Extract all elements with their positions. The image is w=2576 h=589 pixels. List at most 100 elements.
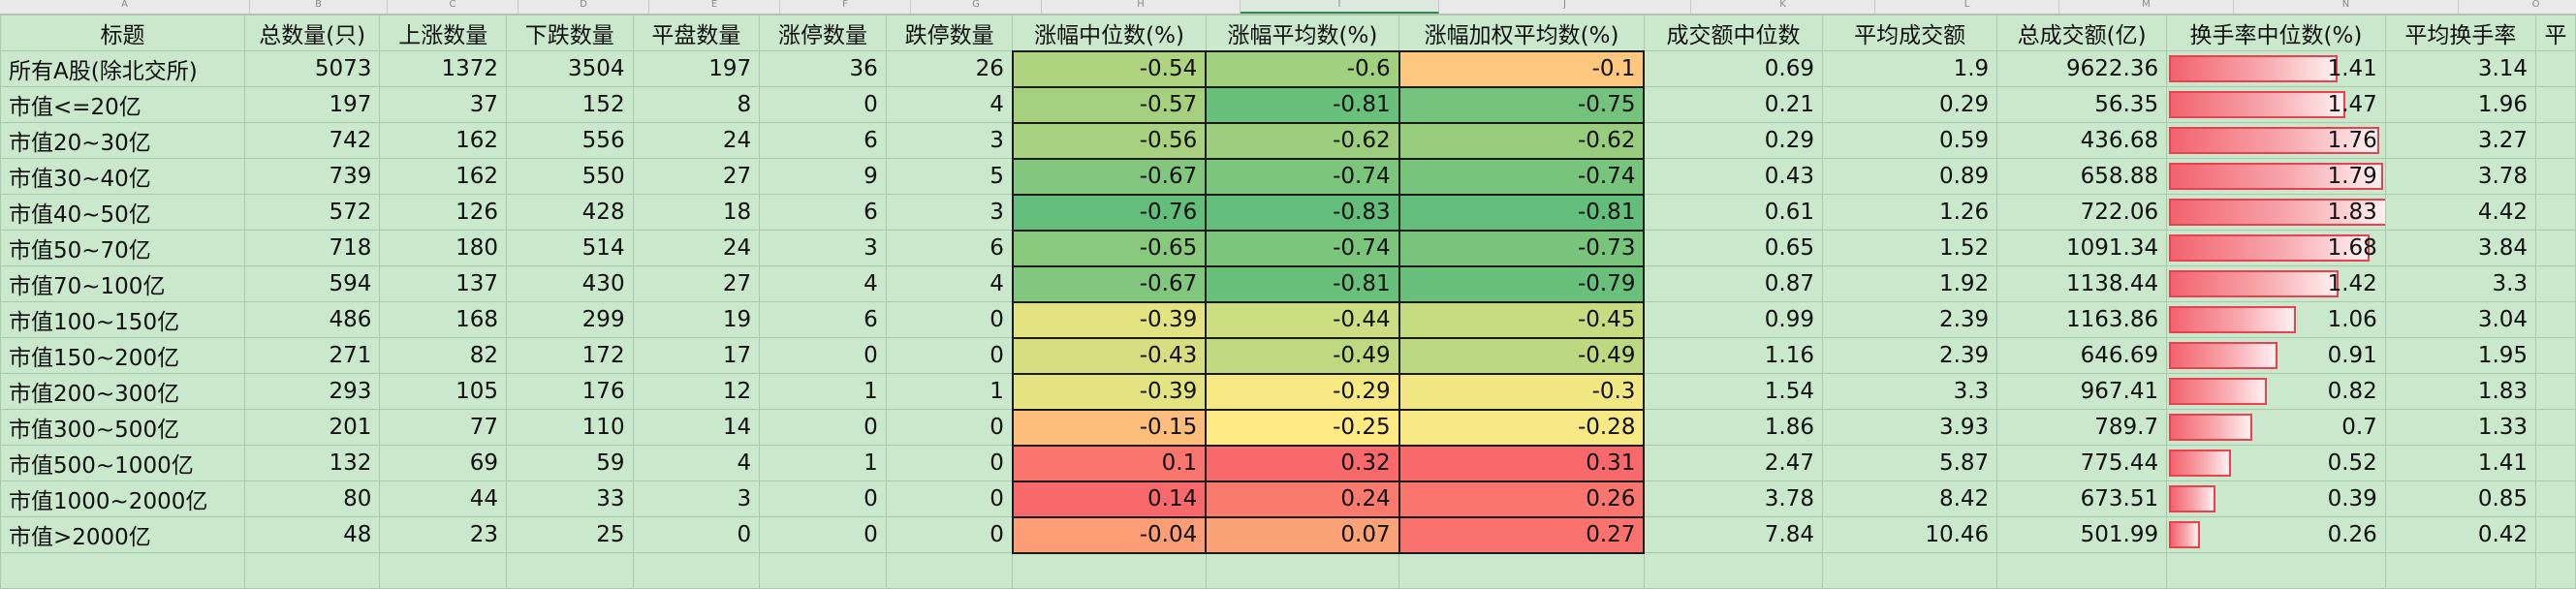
cell-limit-up-count[interactable]: 36: [759, 50, 887, 87]
header-amount-total[interactable]: 总成交额(亿): [1996, 15, 2168, 51]
column-letter-a[interactable]: A: [0, 0, 250, 14]
cell-down-count[interactable]: 556: [505, 122, 634, 159]
cell-turnover-mean[interactable]: 4.42: [2384, 194, 2537, 231]
cell-limit-down-count[interactable]: 3: [885, 194, 1014, 231]
column-letter-m[interactable]: M: [2059, 0, 2234, 14]
header-change-mean[interactable]: 涨幅平均数(%): [1205, 15, 1400, 51]
cell-change-weighted-mean[interactable]: -0.74: [1398, 157, 1646, 196]
cell-down-count[interactable]: 3504: [505, 50, 634, 87]
cell-change-median[interactable]: -0.56: [1011, 121, 1208, 160]
header-turnover-median[interactable]: 换手率中位数(%): [2166, 15, 2386, 51]
cell-up-count[interactable]: 105: [379, 373, 507, 410]
cell-limit-down-count[interactable]: 5: [885, 158, 1014, 195]
cell-limit-up-count[interactable]: 0: [759, 86, 887, 123]
cell-empty[interactable]: [2535, 445, 2576, 481]
cell-down-count[interactable]: 59: [505, 445, 634, 481]
header-limit-down-count[interactable]: 跌停数量: [885, 15, 1014, 51]
cell-amount-total[interactable]: 1138.44: [1996, 265, 2168, 302]
cell-change-median[interactable]: -0.54: [1011, 49, 1208, 88]
cell-amount-total[interactable]: 436.68: [1996, 122, 2168, 159]
cell-empty[interactable]: [1012, 552, 1207, 589]
cell-empty[interactable]: [2384, 552, 2537, 589]
cell-limit-up-count[interactable]: 1: [759, 445, 887, 481]
cell-amount-median[interactable]: 0.21: [1643, 86, 1824, 123]
cell-change-median[interactable]: -0.67: [1011, 157, 1208, 196]
cell-limit-down-count[interactable]: 0: [885, 337, 1014, 374]
cell-empty[interactable]: [2535, 409, 2576, 446]
cell-change-weighted-mean[interactable]: 0.27: [1398, 515, 1646, 554]
cell-limit-up-count[interactable]: 6: [759, 122, 887, 159]
cell-amount-mean[interactable]: 1.92: [1822, 265, 1998, 302]
cell-title[interactable]: 市值20~30亿: [0, 122, 245, 159]
cell-up-count[interactable]: 162: [379, 122, 507, 159]
cell-turnover-mean[interactable]: 1.95: [2384, 337, 2537, 374]
cell-change-weighted-mean[interactable]: -0.75: [1398, 85, 1646, 124]
cell-change-mean[interactable]: -0.49: [1205, 336, 1400, 375]
cell-change-mean[interactable]: 0.32: [1205, 444, 1400, 482]
column-letter-e[interactable]: E: [649, 0, 780, 14]
cell-up-count[interactable]: 1372: [379, 50, 507, 87]
header-up-count[interactable]: 上涨数量: [379, 15, 507, 51]
cell-turnover-mean[interactable]: 1.96: [2384, 86, 2537, 123]
cell-amount-median[interactable]: 3.78: [1643, 480, 1824, 517]
cell-limit-up-count[interactable]: 4: [759, 265, 887, 302]
cell-change-weighted-mean[interactable]: -0.3: [1398, 372, 1646, 411]
cell-flat-count[interactable]: 0: [632, 516, 761, 553]
cell-limit-down-count[interactable]: 1: [885, 373, 1014, 410]
cell-amount-total[interactable]: 501.99: [1996, 516, 2168, 553]
cell-change-median[interactable]: -0.76: [1011, 193, 1208, 232]
cell-flat-count[interactable]: 12: [632, 373, 761, 410]
cell-down-count[interactable]: 514: [505, 230, 634, 266]
cell-amount-median[interactable]: 0.29: [1643, 122, 1824, 159]
cell-down-count[interactable]: 110: [505, 409, 634, 446]
cell-limit-down-count[interactable]: 26: [885, 50, 1014, 87]
cell-amount-median[interactable]: 0.43: [1643, 158, 1824, 195]
cell-empty[interactable]: [2535, 86, 2576, 123]
column-letter-g[interactable]: G: [911, 0, 1042, 14]
cell-turnover-median[interactable]: 1.06: [2166, 301, 2386, 338]
cell-total-count[interactable]: 742: [243, 122, 381, 159]
cell-flat-count[interactable]: 3: [632, 480, 761, 517]
cell-amount-mean[interactable]: 2.39: [1822, 301, 1998, 338]
cell-flat-count[interactable]: 197: [632, 50, 761, 87]
cell-amount-median[interactable]: 1.86: [1643, 409, 1824, 446]
cell-change-weighted-mean[interactable]: -0.49: [1398, 336, 1646, 375]
cell-limit-down-count[interactable]: 0: [885, 480, 1014, 517]
cell-title[interactable]: 市值150~200亿: [0, 337, 245, 374]
cell-down-count[interactable]: 25: [505, 516, 634, 553]
cell-empty[interactable]: [505, 552, 634, 589]
cell-amount-median[interactable]: 7.84: [1643, 516, 1824, 553]
cell-limit-up-count[interactable]: 3: [759, 230, 887, 266]
cell-turnover-mean[interactable]: 1.33: [2384, 409, 2537, 446]
cell-up-count[interactable]: 37: [379, 86, 507, 123]
cell-amount-total[interactable]: 646.69: [1996, 337, 2168, 374]
cell-amount-mean[interactable]: 0.29: [1822, 86, 1998, 123]
cell-limit-down-count[interactable]: 0: [885, 445, 1014, 481]
cell-flat-count[interactable]: 14: [632, 409, 761, 446]
header-down-count[interactable]: 下跌数量: [505, 15, 634, 51]
cell-amount-mean[interactable]: 1.26: [1822, 194, 1998, 231]
cell-empty[interactable]: [1996, 552, 2168, 589]
cell-empty[interactable]: [1398, 552, 1645, 589]
cell-up-count[interactable]: 82: [379, 337, 507, 374]
column-letter-b[interactable]: B: [250, 0, 388, 14]
cell-change-mean[interactable]: -0.62: [1205, 121, 1400, 160]
cell-down-count[interactable]: 176: [505, 373, 634, 410]
cell-amount-total[interactable]: 1163.86: [1996, 301, 2168, 338]
cell-flat-count[interactable]: 8: [632, 86, 761, 123]
cell-empty[interactable]: [759, 552, 887, 589]
cell-flat-count[interactable]: 24: [632, 230, 761, 266]
cell-turnover-median[interactable]: 0.26: [2166, 516, 2386, 553]
header-total-count[interactable]: 总数量(只): [243, 15, 381, 51]
header-turnover-mean[interactable]: 平均换手率: [2384, 15, 2537, 51]
cell-amount-mean[interactable]: 1.9: [1822, 50, 1998, 87]
cell-down-count[interactable]: 428: [505, 194, 634, 231]
cell-turnover-mean[interactable]: 3.27: [2384, 122, 2537, 159]
cell-flat-count[interactable]: 27: [632, 158, 761, 195]
cell-turnover-median[interactable]: 0.52: [2166, 445, 2386, 481]
cell-empty[interactable]: [2535, 122, 2576, 159]
cell-total-count[interactable]: 80: [243, 480, 381, 517]
cell-empty[interactable]: [2535, 158, 2576, 195]
cell-empty[interactable]: [379, 552, 507, 589]
cell-empty[interactable]: [2535, 516, 2576, 553]
